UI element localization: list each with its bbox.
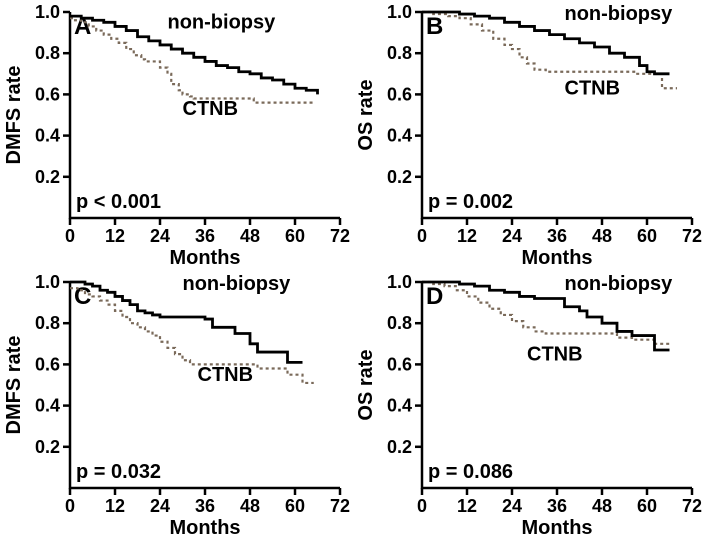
svg-text:Months: Months — [521, 247, 592, 269]
svg-text:1.0: 1.0 — [387, 272, 412, 292]
km-plot-c: 0 12 24 36 48 60 72 0.2 0.4 0.6 0.8 1.0 Months DMFS r… — [0, 270, 352, 540]
svg-text:0.6: 0.6 — [35, 84, 60, 104]
panel-d: 0 12 24 36 48 60 72 0.2 0.4 0.6 0.8 1.0 Months OS rat… — [352, 270, 704, 540]
svg-text:72: 72 — [330, 496, 350, 516]
svg-text:p = 0.032: p = 0.032 — [76, 461, 161, 483]
svg-text:60: 60 — [285, 496, 305, 516]
svg-text:DMFS rate: DMFS rate — [3, 66, 25, 165]
svg-text:p < 0.001: p < 0.001 — [76, 191, 161, 213]
svg-text:24: 24 — [502, 226, 522, 246]
svg-text:0: 0 — [417, 226, 427, 246]
svg-text:0.4: 0.4 — [387, 396, 412, 416]
km-plot-d: 0 12 24 36 48 60 72 0.2 0.4 0.6 0.8 1.0 Months OS rat… — [352, 270, 704, 540]
svg-text:72: 72 — [330, 226, 350, 246]
svg-text:36: 36 — [195, 226, 215, 246]
svg-text:Months: Months — [521, 517, 592, 539]
svg-text:48: 48 — [240, 496, 260, 516]
svg-text:24: 24 — [502, 496, 522, 516]
svg-text:60: 60 — [285, 226, 305, 246]
svg-text:0: 0 — [417, 496, 427, 516]
svg-text:B: B — [426, 13, 443, 40]
svg-text:0.2: 0.2 — [387, 437, 412, 457]
svg-text:12: 12 — [457, 226, 477, 246]
svg-text:0: 0 — [65, 496, 75, 516]
svg-text:0.8: 0.8 — [387, 313, 412, 333]
svg-text:0.4: 0.4 — [387, 126, 412, 146]
svg-text:0.4: 0.4 — [35, 396, 60, 416]
svg-text:p = 0.086: p = 0.086 — [428, 461, 513, 483]
svg-text:1.0: 1.0 — [35, 272, 60, 292]
svg-text:48: 48 — [592, 496, 612, 516]
svg-text:1.0: 1.0 — [35, 2, 60, 22]
svg-text:CTNB: CTNB — [527, 343, 583, 365]
svg-text:60: 60 — [637, 226, 657, 246]
svg-text:Months: Months — [169, 247, 240, 269]
svg-text:CTNB: CTNB — [198, 364, 254, 386]
svg-text:0.6: 0.6 — [387, 354, 412, 374]
svg-text:48: 48 — [592, 226, 612, 246]
svg-text:D: D — [426, 283, 443, 310]
svg-text:0.8: 0.8 — [387, 43, 412, 63]
svg-text:Months: Months — [169, 517, 240, 539]
svg-text:24: 24 — [150, 226, 170, 246]
svg-text:0: 0 — [65, 226, 75, 246]
svg-text:OS rate: OS rate — [355, 79, 377, 150]
svg-text:0.2: 0.2 — [35, 437, 60, 457]
panel-b: 0 12 24 36 48 60 72 0.2 0.4 0.6 0.8 1.0 Months OS rat… — [352, 0, 704, 270]
svg-text:0.8: 0.8 — [35, 313, 60, 333]
svg-text:12: 12 — [457, 496, 477, 516]
svg-text:non-biopsy: non-biopsy — [565, 3, 674, 25]
svg-text:OS rate: OS rate — [355, 349, 377, 420]
svg-text:72: 72 — [682, 226, 702, 246]
svg-text:non-biopsy: non-biopsy — [565, 273, 674, 295]
svg-text:0.2: 0.2 — [35, 167, 60, 187]
svg-text:1.0: 1.0 — [387, 2, 412, 22]
panel-a: 0 12 24 36 48 60 72 0.2 0.4 0.6 0.8 1.0 Months DMFS r… — [0, 0, 352, 270]
svg-text:36: 36 — [547, 226, 567, 246]
svg-text:0.6: 0.6 — [35, 354, 60, 374]
svg-text:0.6: 0.6 — [387, 84, 412, 104]
svg-text:36: 36 — [547, 496, 567, 516]
panel-c: 0 12 24 36 48 60 72 0.2 0.4 0.6 0.8 1.0 Months DMFS r… — [0, 270, 352, 540]
km-plot-b: 0 12 24 36 48 60 72 0.2 0.4 0.6 0.8 1.0 Months OS rat… — [352, 0, 704, 270]
svg-text:0.4: 0.4 — [35, 126, 60, 146]
svg-text:non-biopsy: non-biopsy — [168, 11, 277, 33]
svg-text:C: C — [74, 283, 91, 310]
svg-text:0.8: 0.8 — [35, 43, 60, 63]
svg-text:48: 48 — [240, 226, 260, 246]
svg-text:CTNB: CTNB — [183, 98, 239, 120]
svg-text:12: 12 — [105, 226, 125, 246]
svg-text:p = 0.002: p = 0.002 — [428, 191, 513, 213]
svg-text:60: 60 — [637, 496, 657, 516]
svg-text:DMFS rate: DMFS rate — [3, 336, 25, 435]
svg-text:36: 36 — [195, 496, 215, 516]
km-plot-a: 0 12 24 36 48 60 72 0.2 0.4 0.6 0.8 1.0 Months DMFS r… — [0, 0, 352, 270]
svg-text:0.2: 0.2 — [387, 167, 412, 187]
svg-text:72: 72 — [682, 496, 702, 516]
svg-text:CTNB: CTNB — [565, 77, 621, 99]
km-figure: 0 12 24 36 48 60 72 0.2 0.4 0.6 0.8 1.0 Months DMFS r… — [0, 0, 705, 540]
svg-text:12: 12 — [105, 496, 125, 516]
svg-text:non-biopsy: non-biopsy — [183, 273, 292, 295]
svg-text:24: 24 — [150, 496, 170, 516]
